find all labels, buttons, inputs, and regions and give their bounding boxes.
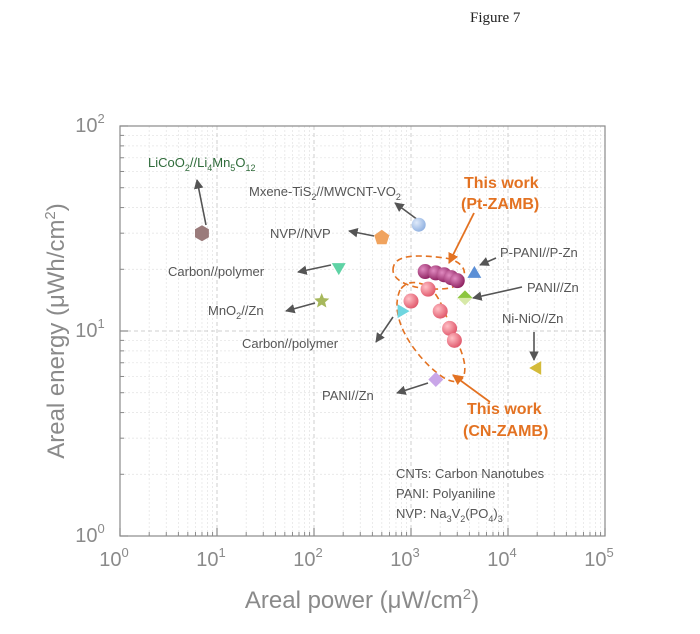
this-work-labels: This work (Pt-ZAMB) This work (CN-ZAMB) <box>461 175 548 440</box>
marker-nvp-nvp <box>374 229 390 245</box>
pt-zamb-enclosure <box>392 255 466 290</box>
marker-p-pani-p-zn <box>467 265 482 278</box>
label-nvp: NVP//NVP <box>270 226 331 241</box>
this-work-point-cn <box>403 293 419 309</box>
x-tick-label: 100 <box>99 545 128 571</box>
grid-lines <box>119 125 606 537</box>
y-tick-label: 100 <box>75 521 104 547</box>
arrow-pt-zamb <box>448 212 475 264</box>
cn-label-line1: This work <box>467 401 542 418</box>
work-arrows <box>448 212 491 403</box>
label-mxene: Mxene-TiS2//MWCNT-VO2 <box>249 184 401 202</box>
arrow-nvp <box>348 227 375 238</box>
label-ninio: Ni-NiO//Zn <box>502 311 563 326</box>
arrow-carbon-1 <box>297 264 332 275</box>
label-carbon-2: Carbon//polymer <box>242 336 339 351</box>
arrow-pani-1 <box>396 382 429 395</box>
marker-pani-zn-top <box>457 290 473 298</box>
arrow-ppani <box>479 257 497 266</box>
marker-pani-zn <box>428 372 444 387</box>
label-ppani: P-PANI//P-Zn <box>500 245 578 260</box>
this-work-point-pt <box>449 273 465 289</box>
pt-label-line1: This work <box>464 175 539 192</box>
marker-carbon-polymer <box>331 263 346 276</box>
label-mno2: MnO2//Zn <box>208 303 264 321</box>
cn-zamb-enclosure <box>396 281 466 383</box>
arrow-mno2 <box>285 302 316 314</box>
y-tick-label: 101 <box>75 316 104 342</box>
arrow-cn-zamb <box>452 374 491 403</box>
tick-marks <box>119 125 606 537</box>
this-work-point-cn <box>442 320 458 336</box>
x-tick-label: 101 <box>196 545 225 571</box>
y-tick-label: 102 <box>75 111 104 137</box>
legend-notes: CNTs: Carbon Nanotubes PANI: Polyaniline… <box>396 466 545 524</box>
label-pani-2: PANI//Zn <box>527 280 579 295</box>
x-tick-label: 104 <box>487 545 516 571</box>
cn-label-line2: (CN-ZAMB) <box>463 423 548 440</box>
arrow-carbon-2 <box>375 316 394 343</box>
this-work-point-cn <box>446 332 462 348</box>
label-pani-1: PANI//Zn <box>322 388 374 403</box>
label-carbon-1: Carbon//polymer <box>168 264 265 279</box>
marker-licoo2-li4mn5o12 <box>195 225 209 242</box>
label-licoo2: LiCoO2//Li4Mn5O12 <box>148 155 255 173</box>
note-nvp: NVP: Na3V2(PO4)3 <box>396 506 503 524</box>
figure-caption: Figure 7 <box>470 10 521 26</box>
this-work-point-cn <box>432 303 448 319</box>
this-work-point-cn <box>420 281 436 297</box>
arrow-pani-2 <box>472 286 523 301</box>
marker-mno2-zn <box>314 293 330 308</box>
arrow-mxene <box>394 202 419 221</box>
data-markers <box>195 217 542 387</box>
marker-mxene-tis2-mwcnt-vo2 <box>411 217 426 232</box>
marker-ni-nio-zn <box>529 361 542 375</box>
x-axis-label: Areal power (μW/cm2) <box>245 586 479 614</box>
marker-carbon-polymer <box>397 304 410 319</box>
x-tick-label: 102 <box>293 545 322 571</box>
arrow-licoo2 <box>193 179 207 226</box>
pt-label-line2: (Pt-ZAMB) <box>461 196 539 213</box>
point-labels: LiCoO2//Li4Mn5O12 Mxene-TiS2//MWCNT-VO2 … <box>148 155 579 403</box>
x-tick-label: 105 <box>584 545 613 571</box>
note-pani: PANI: Polyaniline <box>396 486 495 501</box>
annotation-arrows <box>193 179 539 395</box>
x-tick-label: 103 <box>390 545 419 571</box>
note-cnts: CNTs: Carbon Nanotubes <box>396 466 545 481</box>
y-axis-label: Areal energy (μWh/cm2) <box>42 203 70 459</box>
